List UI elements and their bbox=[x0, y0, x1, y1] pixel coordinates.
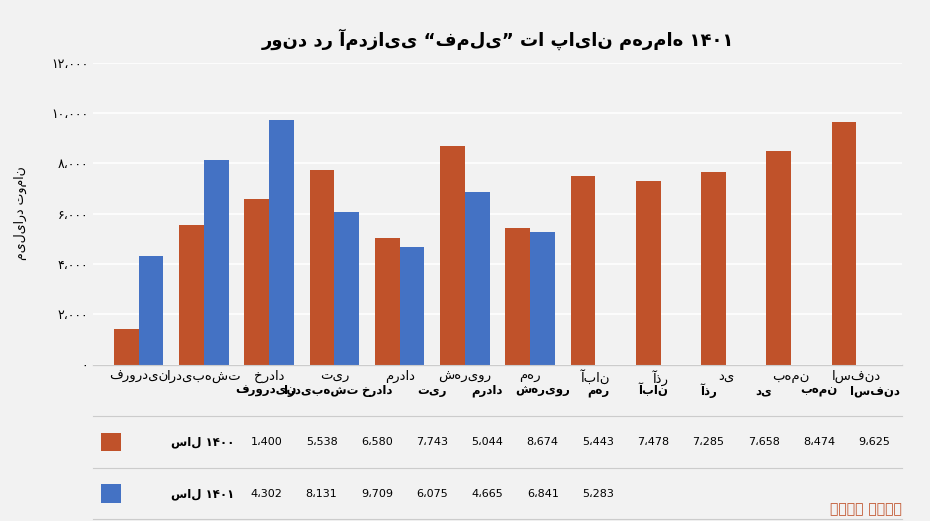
Bar bbox=[310, 170, 335, 365]
Bar bbox=[179, 225, 204, 365]
Text: فروردین: فروردین bbox=[235, 384, 297, 397]
Text: میلیارد تومان: میلیارد تومان bbox=[14, 167, 27, 260]
Text: شهریور: شهریور bbox=[515, 384, 570, 397]
Text: 6،580: 6،580 bbox=[361, 437, 392, 447]
Bar bbox=[465, 192, 490, 365]
Bar bbox=[245, 199, 269, 365]
Text: تیر: تیر bbox=[418, 384, 447, 397]
Bar bbox=[400, 247, 424, 365]
Bar bbox=[530, 232, 555, 365]
Bar bbox=[335, 212, 359, 365]
Text: 9،625: 9،625 bbox=[858, 437, 890, 447]
Text: 7،285: 7،285 bbox=[693, 437, 724, 447]
Bar bbox=[113, 329, 139, 365]
Text: 8،474: 8،474 bbox=[804, 437, 835, 447]
Text: سال ۱۴۰۱: سال ۱۴۰۱ bbox=[170, 487, 233, 500]
Text: دی: دی bbox=[755, 384, 772, 397]
Text: 5،044: 5،044 bbox=[472, 437, 503, 447]
Text: 7،478: 7،478 bbox=[637, 437, 670, 447]
Text: 1،400: 1،400 bbox=[250, 437, 282, 447]
Bar bbox=[571, 177, 595, 365]
Text: مرداد: مرداد bbox=[472, 384, 503, 397]
Text: 5،538: 5،538 bbox=[306, 437, 338, 447]
Text: آذر: آذر bbox=[700, 383, 717, 398]
Text: 7،743: 7،743 bbox=[416, 437, 448, 447]
Bar bbox=[831, 122, 857, 365]
Bar bbox=[139, 256, 164, 365]
Bar bbox=[101, 432, 121, 451]
Text: 6،841: 6،841 bbox=[526, 489, 559, 499]
Text: 9،709: 9،709 bbox=[361, 489, 392, 499]
Text: 7،658: 7،658 bbox=[748, 437, 780, 447]
Text: مهر: مهر bbox=[587, 384, 609, 397]
Bar bbox=[505, 228, 530, 365]
Text: سال ۱۴۰۰: سال ۱۴۰۰ bbox=[170, 436, 234, 449]
Bar bbox=[101, 485, 121, 503]
Text: آبان: آبان bbox=[638, 383, 669, 398]
Text: 5،283: 5،283 bbox=[582, 489, 614, 499]
Bar bbox=[204, 160, 229, 365]
Text: 6،075: 6،075 bbox=[417, 489, 448, 499]
Text: 8،674: 8،674 bbox=[526, 437, 559, 447]
Bar bbox=[269, 120, 294, 365]
Text: اردیبهشت: اردیبهشت bbox=[285, 384, 359, 397]
Text: 4،665: 4،665 bbox=[472, 489, 503, 499]
Text: خرداد: خرداد bbox=[361, 384, 392, 397]
Title: روند در آمدزایی “فملی” تا پایان مهرماه ۱۴۰۱: روند در آمدزایی “فملی” تا پایان مهرماه ۱… bbox=[261, 29, 734, 50]
Bar bbox=[636, 181, 660, 365]
Bar bbox=[375, 238, 400, 365]
Text: 8،131: 8،131 bbox=[306, 489, 338, 499]
Text: بهمن: بهمن bbox=[801, 384, 838, 397]
Bar bbox=[766, 151, 791, 365]
Text: 4،302: 4،302 bbox=[250, 489, 282, 499]
Bar bbox=[440, 146, 465, 365]
Text: بورس نیوز: بورس نیوز bbox=[830, 502, 902, 516]
Text: 5،443: 5،443 bbox=[582, 437, 614, 447]
Bar bbox=[701, 172, 726, 365]
Text: اسفند: اسفند bbox=[849, 384, 899, 397]
